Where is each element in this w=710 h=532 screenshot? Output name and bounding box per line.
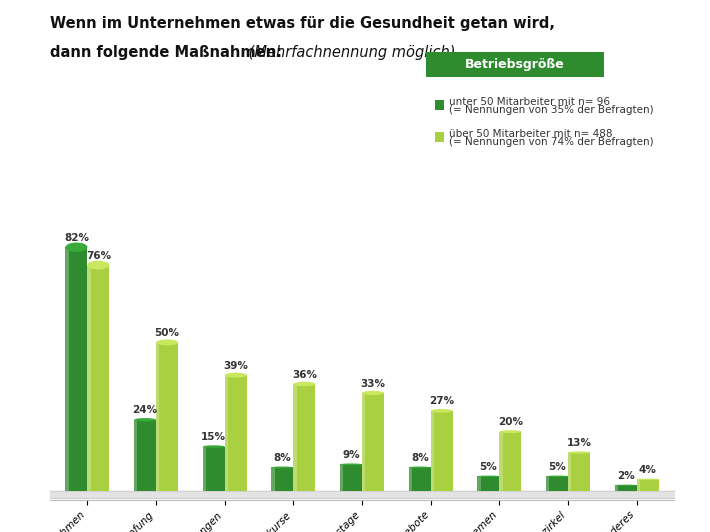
Ellipse shape	[568, 451, 590, 454]
Text: dann folgende Maßnahmen:: dann folgende Maßnahmen:	[50, 45, 282, 60]
Bar	[225, 375, 247, 491]
Text: 33%: 33%	[361, 379, 386, 388]
Ellipse shape	[340, 463, 362, 466]
Ellipse shape	[225, 373, 247, 378]
Text: 13%: 13%	[567, 438, 591, 448]
Ellipse shape	[477, 476, 499, 477]
Ellipse shape	[87, 261, 109, 270]
Bar	[225, 375, 228, 491]
Bar	[156, 343, 178, 491]
Ellipse shape	[65, 243, 87, 252]
Text: 20%: 20%	[498, 417, 523, 427]
Ellipse shape	[134, 418, 156, 421]
Bar	[431, 411, 434, 491]
Bar	[134, 420, 138, 491]
Bar	[477, 476, 481, 491]
Bar	[293, 384, 315, 491]
Text: (Mehrfachnennung möglich): (Mehrfachnennung möglich)	[244, 45, 455, 60]
Bar	[340, 464, 344, 491]
Bar	[637, 479, 640, 491]
Bar	[271, 467, 293, 491]
Text: 9%: 9%	[342, 450, 360, 460]
Text: 15%: 15%	[202, 432, 226, 442]
Bar	[271, 467, 275, 491]
Bar	[156, 343, 160, 491]
Text: 36%: 36%	[292, 370, 317, 380]
Text: (= Nennungen von 35% der Befragten): (= Nennungen von 35% der Befragten)	[449, 105, 654, 115]
Bar	[431, 411, 453, 491]
Text: 4%: 4%	[639, 465, 657, 475]
Text: 5%: 5%	[479, 462, 497, 472]
Ellipse shape	[362, 391, 384, 395]
Ellipse shape	[546, 476, 568, 477]
Ellipse shape	[203, 445, 225, 448]
Polygon shape	[50, 491, 695, 498]
Text: Betriebsgröße: Betriebsgröße	[465, 58, 564, 71]
Bar	[65, 247, 69, 491]
Ellipse shape	[499, 430, 521, 433]
Text: (= Nennungen von 74% der Befragten): (= Nennungen von 74% der Befragten)	[449, 137, 654, 147]
Bar	[615, 485, 618, 491]
Text: 8%: 8%	[411, 453, 429, 463]
Text: über 50 Mitarbeiter mit n= 488: über 50 Mitarbeiter mit n= 488	[449, 129, 613, 139]
Text: 39%: 39%	[224, 361, 248, 371]
Bar	[293, 384, 297, 491]
Ellipse shape	[409, 467, 431, 468]
Bar	[568, 453, 572, 491]
Text: 5%: 5%	[548, 462, 566, 472]
Text: 2%: 2%	[617, 471, 635, 481]
Bar	[87, 265, 91, 491]
Ellipse shape	[615, 485, 637, 486]
Text: unter 50 Mitarbeiter mit n= 96: unter 50 Mitarbeiter mit n= 96	[449, 97, 611, 107]
Bar	[362, 393, 384, 491]
Text: 27%: 27%	[429, 396, 454, 406]
Bar	[65, 247, 87, 491]
Bar	[499, 431, 521, 491]
Text: 50%: 50%	[155, 328, 180, 338]
Bar	[87, 265, 109, 491]
Bar	[546, 476, 550, 491]
Bar	[134, 420, 156, 491]
Bar	[203, 446, 206, 491]
Text: 24%: 24%	[133, 405, 158, 415]
Bar	[477, 476, 499, 491]
Bar	[637, 479, 659, 491]
Text: 82%: 82%	[64, 233, 89, 243]
Text: 76%: 76%	[86, 251, 111, 261]
Bar	[499, 431, 503, 491]
Text: 8%: 8%	[273, 453, 291, 463]
Ellipse shape	[637, 479, 659, 480]
Bar	[362, 393, 366, 491]
Bar	[340, 464, 362, 491]
Bar	[615, 485, 637, 491]
Bar	[568, 453, 590, 491]
Bar	[409, 467, 412, 491]
Text: Wenn im Unternehmen etwas für die Gesundheit getan wird,: Wenn im Unternehmen etwas für die Gesund…	[50, 16, 555, 31]
Ellipse shape	[431, 409, 453, 413]
Ellipse shape	[271, 467, 293, 468]
Bar	[203, 446, 225, 491]
Bar	[546, 476, 568, 491]
Bar	[409, 467, 431, 491]
Ellipse shape	[156, 339, 178, 345]
Ellipse shape	[293, 382, 315, 386]
